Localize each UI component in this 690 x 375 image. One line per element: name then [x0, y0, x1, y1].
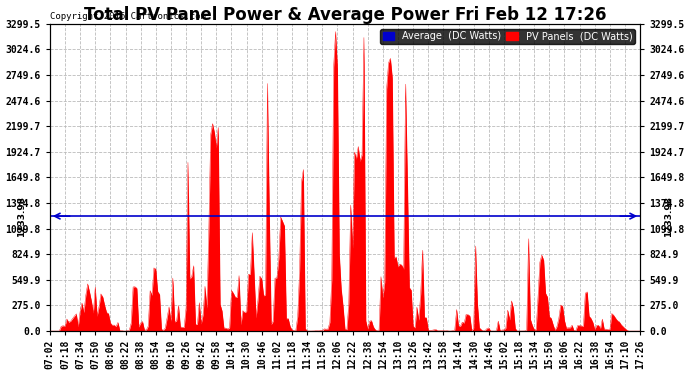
Text: 1233.98: 1233.98 [17, 196, 26, 237]
Text: 1233.98: 1233.98 [664, 196, 673, 237]
Title: Total PV Panel Power & Average Power Fri Feb 12 17:26: Total PV Panel Power & Average Power Fri… [83, 6, 607, 24]
Legend: Average  (DC Watts), PV Panels  (DC Watts): Average (DC Watts), PV Panels (DC Watts) [380, 28, 635, 44]
Text: Copyright 2016 Cartronics.com: Copyright 2016 Cartronics.com [50, 12, 206, 21]
